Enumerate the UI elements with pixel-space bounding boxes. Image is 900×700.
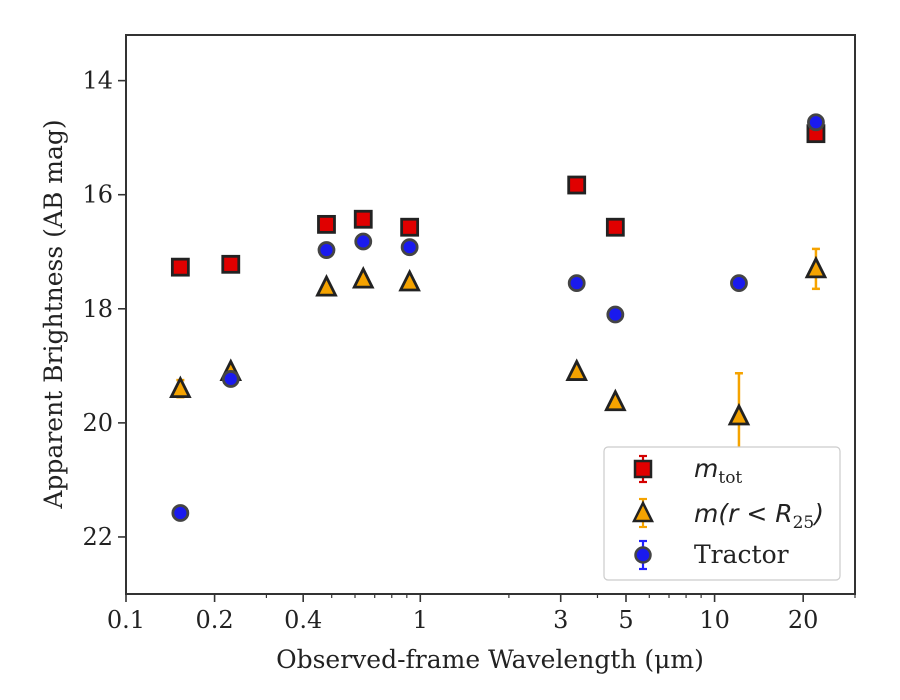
- point-circle-3: [354, 232, 373, 251]
- point-triangle-0: [169, 375, 192, 399]
- point-circle-4: [400, 238, 419, 257]
- y-tick-label-2: 18: [82, 295, 113, 323]
- legend-label-mr: m(r < R25): [694, 499, 824, 533]
- x-tick-label-0: 0.1: [107, 606, 145, 634]
- x-tick-label-2: 0.4: [284, 606, 322, 634]
- point-triangle-6: [604, 388, 627, 412]
- legend-label-tractor: Tractor: [694, 540, 789, 569]
- y-axis-label: Apparent Brightness (AB mag): [39, 119, 68, 509]
- legend-marker-mtot: [633, 454, 653, 484]
- legend: mtot m(r < R25) Tractor: [603, 446, 841, 581]
- x-tick-label-7: 20: [788, 606, 819, 634]
- point-circle-7: [730, 274, 748, 293]
- x-tick-label-1: 0.2: [196, 606, 234, 634]
- legend-marker-tractor: [634, 539, 652, 571]
- point-square-3: [353, 209, 373, 229]
- point-circle-1: [221, 370, 240, 388]
- legend-box: [603, 446, 841, 581]
- point-circle-5: [567, 274, 586, 293]
- y-tick-label-3: 20: [82, 409, 113, 437]
- point-triangle-3: [351, 266, 375, 289]
- point-square-0: [170, 257, 190, 277]
- y-tick-label-1: 16: [82, 181, 113, 209]
- x-axis-label: Observed-frame Wavelength (μm): [276, 645, 704, 674]
- legend-marker-mr: [631, 497, 655, 529]
- point-circle-8: [807, 113, 825, 132]
- point-square-6: [605, 217, 625, 237]
- series-0: [170, 124, 826, 277]
- x-axis: 0.1 0.2 0.4 1 3 5 10 20: [107, 594, 856, 634]
- x-tick-label-3: 1: [413, 606, 428, 634]
- series-2: [171, 113, 825, 522]
- legend-label-mtot: mtot: [694, 454, 742, 488]
- point-circle-0: [171, 504, 190, 522]
- point-triangle-4: [398, 268, 421, 292]
- y-tick-label-4: 22: [82, 523, 113, 551]
- x-tick-label-6: 10: [699, 606, 730, 634]
- point-square-4: [400, 217, 420, 237]
- data-marks: [169, 113, 828, 522]
- point-triangle-5: [565, 358, 588, 381]
- point-circle-6: [606, 305, 625, 324]
- point-circle-2: [317, 241, 336, 259]
- y-axis: 14 16 18 20 22: [82, 67, 126, 551]
- point-triangle-2: [315, 273, 338, 297]
- point-square-5: [567, 175, 587, 195]
- point-triangle-8: [804, 247, 828, 291]
- series-1: [169, 247, 828, 461]
- point-square-1: [221, 254, 241, 274]
- x-tick-label-4: 3: [553, 606, 568, 634]
- y-tick-label-0: 14: [82, 67, 113, 95]
- point-square-2: [317, 214, 336, 234]
- x-tick-label-5: 5: [618, 606, 633, 634]
